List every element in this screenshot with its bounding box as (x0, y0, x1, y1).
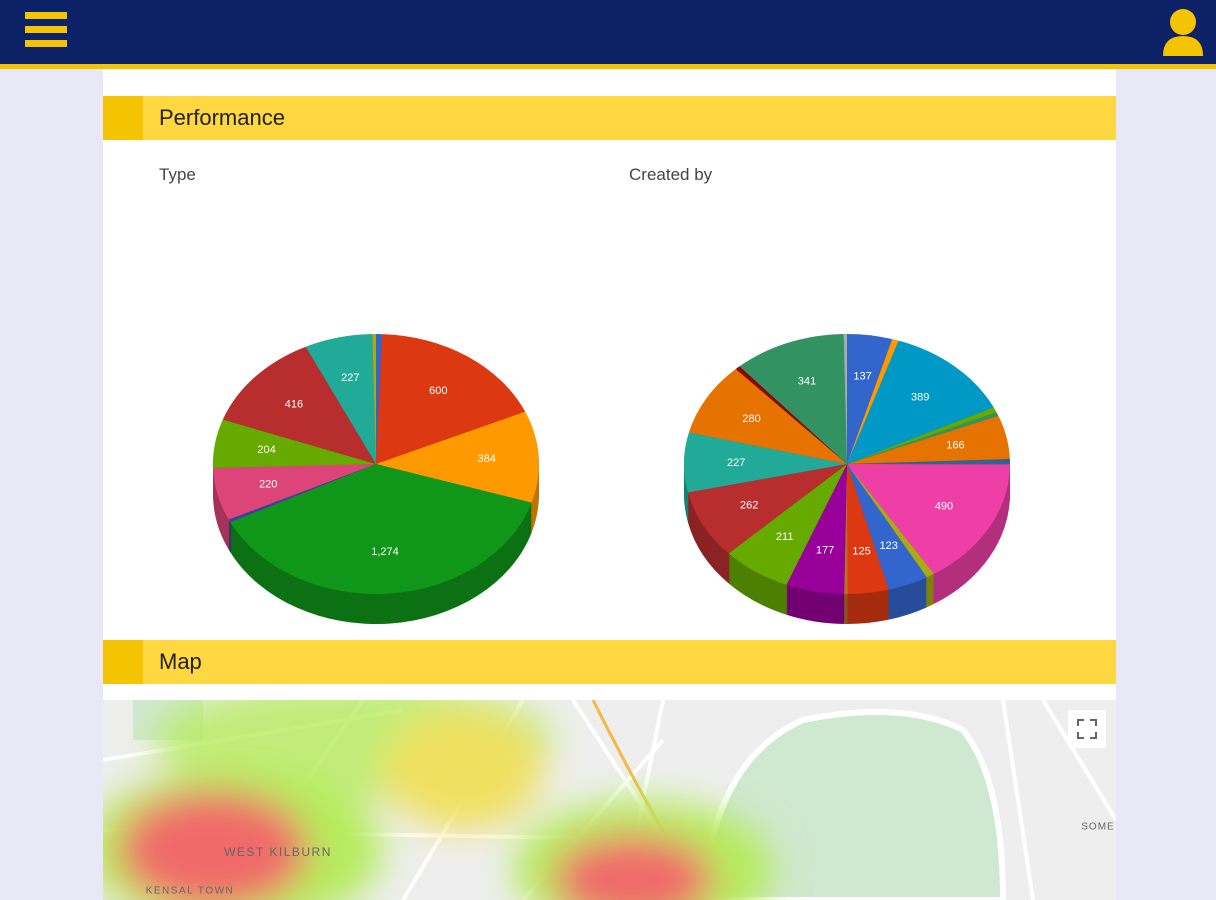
data-label: 125 (852, 546, 870, 558)
pie-slice (688, 368, 847, 464)
pie-slice (847, 340, 994, 464)
pie-slice (376, 334, 383, 464)
data-label: 600 (429, 385, 447, 397)
pie-charts: 600 384 1,274 220 204 416 227 137 389 166 490 123 12… (213, 334, 1010, 624)
section-title: Map (159, 649, 202, 674)
pie-slice (728, 464, 847, 585)
pie-slice (683, 432, 847, 493)
data-label: 416 (285, 398, 303, 410)
pie-slice (228, 464, 376, 523)
data-label: 220 (259, 479, 277, 491)
pie-slice (376, 411, 539, 503)
pie-slice (735, 366, 847, 464)
pie-slice (847, 459, 1010, 465)
data-label: 123 (880, 540, 898, 552)
pie-slice (222, 346, 376, 464)
map[interactable]: WEST KILBURN KENSAL TOWN SOME (103, 700, 1116, 900)
pie-slice (847, 407, 997, 464)
pie-slice (739, 334, 847, 464)
pie-slice (847, 339, 899, 464)
pie-slice (847, 334, 893, 464)
pie-slice (687, 464, 847, 554)
section-header: Map (103, 640, 1116, 684)
map-label: KENSAL TOWN (146, 886, 235, 897)
map-label: SOME (1081, 822, 1114, 833)
data-label: 211 (776, 531, 794, 543)
data-label: 341 (798, 375, 816, 387)
top-bar (0, 0, 1216, 69)
data-label: 227 (727, 457, 745, 469)
data-label: 490 (935, 501, 953, 513)
pie-slice (305, 334, 376, 464)
pie-slice (843, 334, 847, 464)
pie-slice (213, 464, 376, 520)
data-label: 389 (911, 392, 929, 404)
section-title: Performance (159, 105, 285, 130)
pie-slice (847, 464, 1010, 574)
pie-slice (847, 412, 999, 464)
fullscreen-button[interactable] (1068, 710, 1106, 748)
user-button[interactable] (1161, 7, 1207, 57)
data-label: 1,274 (371, 546, 399, 558)
pie-slice (847, 415, 1010, 464)
data-label: 204 (257, 444, 275, 456)
pie-slice (230, 464, 532, 594)
data-label: 166 (946, 440, 964, 452)
menu-button[interactable] (25, 10, 73, 54)
content-panel: Performance Type Created by 600 384 1,274 2… (103, 69, 1116, 900)
data-label: 177 (816, 545, 834, 557)
section-header: Performance (103, 96, 1116, 140)
pie-slice (786, 464, 847, 594)
pie-slice (847, 464, 935, 578)
pie-slice (847, 464, 889, 594)
chart-title: Type (159, 165, 196, 184)
data-label: 227 (341, 372, 359, 384)
chart-title: Created by (629, 165, 713, 184)
data-label: 384 (477, 453, 495, 465)
pie-slice (847, 464, 927, 590)
data-label: 137 (853, 370, 871, 382)
pie-slice (213, 419, 376, 469)
pie-slice (372, 334, 376, 464)
data-label: 280 (742, 413, 760, 425)
pie-slice (376, 334, 526, 464)
map-label: WEST KILBURN (224, 845, 332, 859)
pie-slice (844, 464, 848, 594)
data-label: 262 (740, 499, 758, 511)
